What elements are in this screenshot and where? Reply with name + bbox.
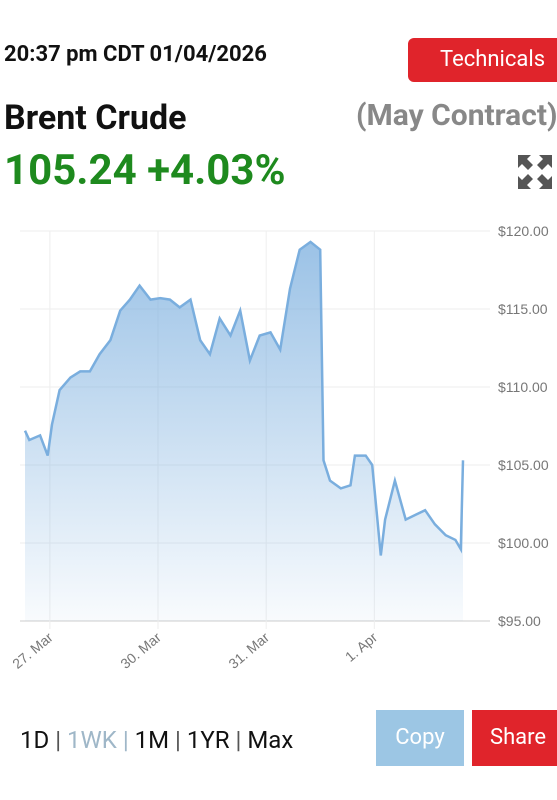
copy-button[interactable]: Copy <box>376 710 464 766</box>
price: 105.24 +4.03% <box>4 146 286 195</box>
y-tick-label: $115.00 <box>498 301 548 317</box>
y-tick-label: $105.00 <box>498 457 549 473</box>
range-option[interactable]: 1M <box>134 726 170 754</box>
chart: $95.00 $100.00 $105.00 $110.00 $115.00 $120.0… <box>9 223 549 672</box>
area-fill <box>25 241 463 621</box>
share-button[interactable]: Share <box>472 710 557 766</box>
price-change: +4.03% <box>147 146 286 195</box>
y-tick-label: $100.00 <box>498 535 549 551</box>
y-tick-label: $95.00 <box>498 613 541 629</box>
range-option-selected[interactable]: 1WK <box>67 726 117 754</box>
expand-icon[interactable] <box>518 155 552 189</box>
price-line <box>23 240 465 556</box>
range-option[interactable]: 1D <box>20 726 50 754</box>
x-tick-label: 27. Mar <box>9 629 56 672</box>
x-tick-label: 30. Mar <box>117 629 164 672</box>
x-tick-label: 1. Apr <box>342 629 381 665</box>
range-selector: 1D | 1WK | 1M | 1YR | Max <box>20 726 294 754</box>
price-value: 105.24 <box>4 146 137 195</box>
range-option[interactable]: Max <box>247 726 294 754</box>
contract: (May Contract) <box>356 98 557 133</box>
technicals-button[interactable]: Technicals <box>408 38 557 82</box>
expand-arrows <box>518 155 552 189</box>
y-tick-label: $120.00 <box>498 223 549 239</box>
y-tick-label: $110.00 <box>498 379 548 395</box>
instrument-name: Brent Crude <box>4 98 187 138</box>
timestamp: 20:37 pm CDT 01/04/2026 <box>4 42 267 67</box>
x-tick-label: 31. Mar <box>225 629 272 672</box>
range-option[interactable]: 1YR <box>186 726 230 754</box>
